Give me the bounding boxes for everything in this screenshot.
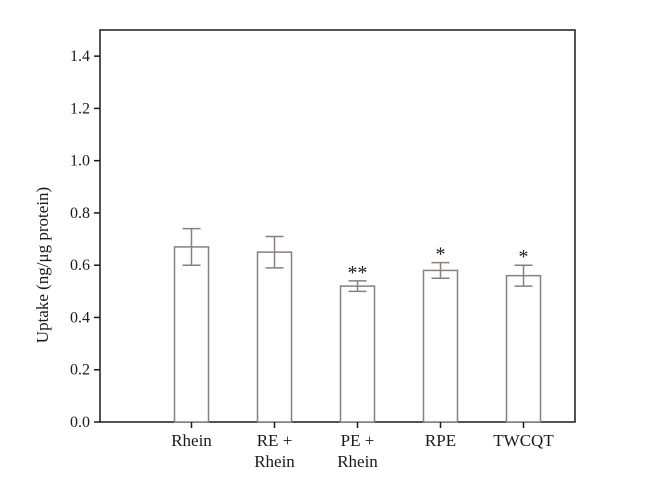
x-tick-label: Rhein (171, 431, 212, 450)
x-tick-label: PE + Rhein (337, 431, 378, 471)
y-axis-title: Uptake (ng/μg protein) (33, 187, 52, 343)
y-tick-label: 1.0 (70, 153, 90, 170)
bar (173, 246, 210, 423)
y-tick-label: 0.4 (70, 309, 90, 326)
bar (256, 251, 293, 423)
y-tick-label: 1.4 (70, 48, 90, 65)
bar (339, 285, 376, 423)
plot-frame (99, 29, 576, 423)
y-tick-label: 0.2 (70, 362, 90, 379)
y-tick-label: 1.2 (70, 100, 90, 117)
y-tick-label: 0.0 (70, 414, 90, 431)
bar (422, 269, 459, 423)
y-tick-label: 0.6 (70, 257, 90, 274)
bar (505, 274, 542, 423)
x-tick-label: RPE (425, 431, 456, 450)
x-tick-label: TWCQT (493, 431, 554, 450)
y-tick-label: 0.8 (70, 205, 90, 222)
x-tick-label: RE + Rhein (254, 431, 295, 471)
significance-marker: ** (348, 262, 368, 284)
significance-marker: * (519, 246, 529, 268)
significance-marker: * (436, 244, 446, 266)
